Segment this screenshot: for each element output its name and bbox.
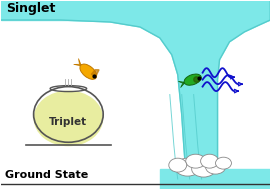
Ellipse shape bbox=[34, 91, 103, 146]
Ellipse shape bbox=[192, 161, 215, 177]
Text: Ground State: Ground State bbox=[5, 170, 88, 180]
Polygon shape bbox=[91, 70, 99, 77]
Polygon shape bbox=[160, 169, 270, 189]
Ellipse shape bbox=[184, 74, 201, 85]
Ellipse shape bbox=[175, 158, 201, 176]
Ellipse shape bbox=[201, 154, 218, 168]
Text: Triplet: Triplet bbox=[49, 117, 88, 127]
Ellipse shape bbox=[80, 64, 97, 79]
Polygon shape bbox=[1, 1, 270, 20]
Ellipse shape bbox=[169, 158, 187, 172]
Text: Singlet: Singlet bbox=[6, 2, 55, 15]
Polygon shape bbox=[178, 81, 185, 83]
Ellipse shape bbox=[215, 157, 231, 169]
Polygon shape bbox=[74, 64, 81, 66]
Polygon shape bbox=[1, 1, 270, 174]
Polygon shape bbox=[79, 59, 81, 66]
Polygon shape bbox=[180, 82, 185, 88]
Ellipse shape bbox=[206, 160, 225, 174]
Ellipse shape bbox=[186, 154, 206, 168]
